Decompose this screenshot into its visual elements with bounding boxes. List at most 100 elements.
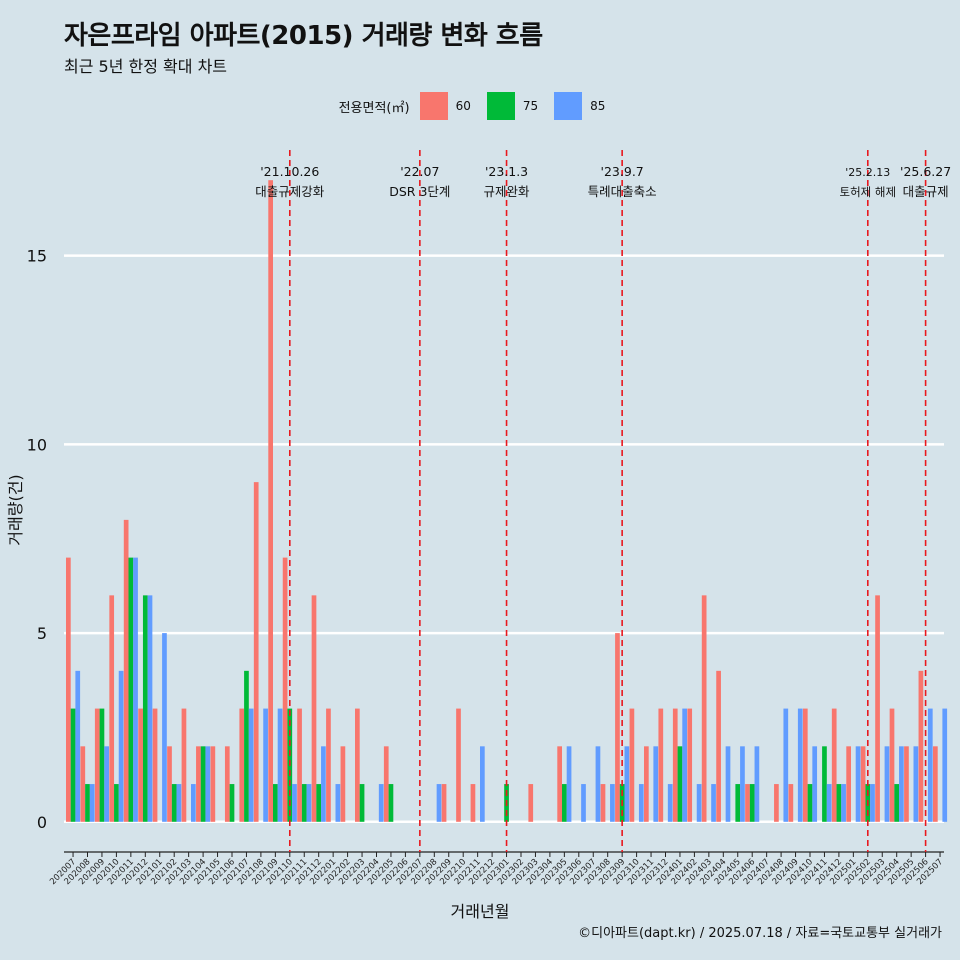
bar-60-202502 <box>860 746 866 822</box>
legend-label-85: 85 <box>590 99 606 113</box>
bar-60-202408 <box>774 784 779 822</box>
bar-85-202305 <box>566 746 572 822</box>
bar-60-202102 <box>167 746 172 822</box>
bar-85-202008 <box>89 784 95 822</box>
chart-title: 자은프라임 아파트(2015) 거래량 변화 흐름 <box>64 21 543 51</box>
bar-60-202410 <box>802 708 808 822</box>
bar-60-202305 <box>557 746 562 822</box>
bar-75-202010 <box>114 784 119 822</box>
bar-85-202112 <box>321 746 326 822</box>
bar-60-202312 <box>658 708 664 822</box>
bar-60-202110 <box>282 557 288 822</box>
bar-85-202409 <box>797 708 803 822</box>
bar-75-202007 <box>70 708 76 822</box>
bar-85-202208 <box>436 784 442 822</box>
legend-key-75 <box>486 92 515 120</box>
event-label: 토허제 해제 <box>840 185 897 199</box>
y-tick-label: 15 <box>27 247 47 266</box>
event-label: DSR 3단계 <box>389 184 450 199</box>
bar-85-202505 <box>913 746 919 822</box>
bar-85-202204 <box>378 784 384 822</box>
bar-60-202203 <box>355 708 360 822</box>
y-tick-label: 5 <box>37 624 47 643</box>
bar-60-202404 <box>716 670 721 822</box>
bar-75-202107 <box>244 670 249 822</box>
bar-85-202012 <box>147 595 153 822</box>
bar-85-202102 <box>176 784 182 822</box>
bar-85-202108 <box>263 708 268 822</box>
bar-85-202009 <box>104 746 109 822</box>
legend-key-60 <box>419 92 448 120</box>
legend-label-75: 75 <box>522 99 539 113</box>
bar-60-202007 <box>66 557 71 822</box>
event-date: '21.10.26 <box>260 164 319 179</box>
bar-85-202010 <box>118 670 124 822</box>
bar-60-202009 <box>94 708 100 822</box>
bar-85-202110 <box>292 784 297 822</box>
bar-75-202410 <box>807 784 813 822</box>
bar-60-202409 <box>788 784 794 822</box>
bar-85-202501 <box>855 746 861 822</box>
legend-title: 전용면적(㎡) <box>338 100 410 116</box>
bar-60-202107 <box>239 708 245 822</box>
bar-85-202504 <box>899 746 904 822</box>
bar-60-202101 <box>152 708 158 822</box>
y-tick-label: 10 <box>27 435 47 454</box>
bar-75-202011 <box>128 557 134 822</box>
event-label: 규제완화 <box>484 184 531 199</box>
event-date: '23.9.7 <box>601 164 644 179</box>
bar-85-202308 <box>610 784 615 822</box>
bar-60-202506 <box>918 670 924 822</box>
bar-85-202411 <box>826 784 832 822</box>
bar-85-202401 <box>682 708 687 822</box>
bar-85-202507 <box>942 708 948 822</box>
bar-85-202408 <box>783 708 789 822</box>
bar-85-202403 <box>711 784 716 822</box>
bar-60-202412 <box>831 708 837 822</box>
chart-subtitle: 최근 5년 한정 확대 차트 <box>64 57 228 76</box>
bar-85-202111 <box>306 784 312 822</box>
bar-75-202406 <box>749 784 755 822</box>
event-date: '25.6.27 <box>900 164 951 179</box>
event-date: '22.07 <box>400 164 439 179</box>
bar-85-202109 <box>277 708 283 822</box>
x-axis-label: 거래년월 <box>450 902 510 921</box>
bar-60-202105 <box>210 746 216 822</box>
bar-75-202405 <box>735 784 741 822</box>
event-label: 대출규제 <box>903 184 949 199</box>
bar-85-202107 <box>248 708 254 822</box>
event-label: 특례대출축소 <box>588 184 657 199</box>
bar-75-202102 <box>171 784 177 822</box>
bar-60-202106 <box>224 746 230 822</box>
bar-85-202404 <box>725 746 731 822</box>
bar-60-202501 <box>846 746 851 822</box>
bar-75-202111 <box>301 784 307 822</box>
bar-60-202401 <box>672 708 678 822</box>
bar-60-202406 <box>745 784 750 822</box>
bar-60-202008 <box>80 746 86 822</box>
bar-60-202210 <box>456 708 461 822</box>
bar-75-202305 <box>562 784 567 822</box>
bar-75-202104 <box>200 746 206 822</box>
bar-85-202310 <box>638 784 644 822</box>
bar-60-202109 <box>268 180 273 822</box>
event-label: 대출규제강화 <box>255 184 325 199</box>
legend-label-60: 60 <box>455 99 471 113</box>
bar-60-202111 <box>297 708 302 822</box>
caption: ©디아파트(dapt.kr) / 2025.07.18 / 자료=국토교통부 실… <box>578 926 942 941</box>
bar-60-202403 <box>701 595 707 822</box>
bar-85-202311 <box>653 746 659 822</box>
bar-60-202202 <box>340 746 346 822</box>
bar-60-202505 <box>904 746 909 822</box>
bar-85-202506 <box>927 708 933 822</box>
bar-85-202306 <box>581 784 586 822</box>
bar-60-202104 <box>196 746 201 822</box>
event-date: '25.2.13 <box>845 166 890 179</box>
bar-85-202309 <box>624 746 630 822</box>
bar-75-202504 <box>894 784 900 822</box>
bar-75-202112 <box>316 784 322 822</box>
bar-75-202106 <box>229 784 235 822</box>
bar-85-202503 <box>884 746 890 822</box>
bar-85-202201 <box>335 784 341 822</box>
